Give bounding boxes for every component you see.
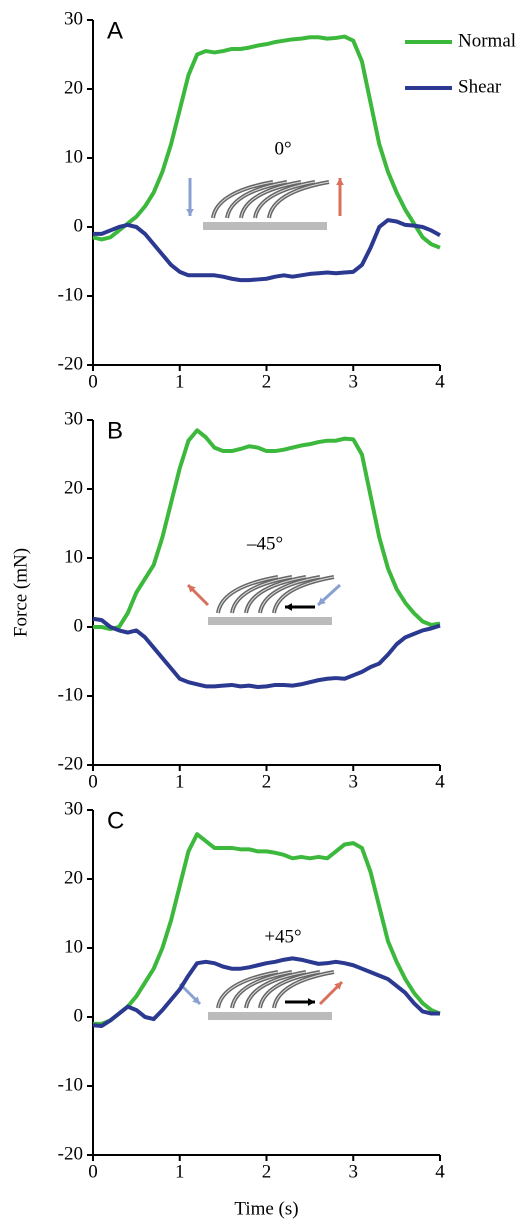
y-tick-label: 10 [64,146,83,167]
substrate [203,222,327,230]
x-tick-label: 0 [88,771,98,792]
hair-hl [245,971,307,1009]
hair-hl [212,181,274,219]
hair-hl [259,576,321,614]
legend-label: Shear [458,76,502,97]
hair-hl [217,576,279,614]
panel: -20 -10 0 10 20 30 0 1 2 3 4 B –45° Force (mN) [10,408,445,792]
x-tick-label: 2 [262,1161,272,1182]
hair-hl [268,181,330,219]
annotation: 0° [274,138,291,159]
x-tick-label: 2 [262,371,272,392]
arrow-head [336,178,344,186]
hair-hl [240,181,302,219]
y-tick-label: 10 [64,936,83,957]
y-tick-label: 30 [64,8,83,29]
panel: -20 -10 0 10 20 30 0 1 2 3 4 A 0° Normal Shear [58,8,516,392]
y-tick-label: 30 [64,798,83,819]
y-axis-title: Force (mN) [10,548,31,637]
x-tick-label: 4 [435,371,445,392]
series-line [92,616,441,690]
hair-hl [245,576,307,614]
panel-label: A [107,17,123,44]
x-tick-label: 4 [435,1161,445,1182]
arrow-head [186,208,194,216]
x-tick-label: 2 [262,771,272,792]
x-tick-label: 3 [349,371,359,392]
annotation: –45° [246,533,283,554]
x-axis-title: Time (s) [234,1198,298,1219]
annotation: +45° [264,926,301,947]
hair-hl [231,971,293,1009]
series-line [93,832,441,1026]
y-tick-label: 20 [64,77,83,98]
panel-label: C [107,807,124,834]
x-tick-label: 1 [175,371,185,392]
y-tick-label: -20 [58,353,83,374]
y-tick-label: -20 [58,1143,83,1164]
y-tick-label: 10 [64,546,83,567]
x-tick-label: 3 [349,771,359,792]
substrate [208,1012,332,1020]
x-tick-label: 1 [175,1161,185,1182]
x-tick-label: 3 [349,1161,359,1182]
y-tick-label: -20 [58,753,83,774]
x-tick-label: 0 [88,1161,98,1182]
arrow-head [188,585,196,593]
hair-hl [273,576,335,614]
y-tick-label: 0 [74,215,84,236]
y-tick-label: -10 [58,684,83,705]
hair-hl [217,971,279,1009]
y-tick-label: -10 [58,1074,83,1095]
y-tick-label: 0 [74,615,84,636]
series-line [92,34,441,250]
x-tick-label: 0 [88,371,98,392]
y-tick-label: 0 [74,1005,84,1026]
hair-hl [226,181,288,219]
legend-label: Normal [458,30,516,51]
arrow-head [307,998,315,1006]
x-tick-label: 4 [435,771,445,792]
y-tick-label: 20 [64,477,83,498]
y-tick-label: 20 [64,867,83,888]
hair-hl [273,971,335,1009]
arrow-head [334,982,342,990]
hair-hl [259,971,321,1009]
y-tick-label: 30 [64,408,83,429]
y-tick-label: -10 [58,284,83,305]
series-line [93,218,441,283]
series-line [92,956,440,1028]
x-tick-label: 1 [175,771,185,792]
panel: -20 -10 0 10 20 30 0 1 2 3 4 C +45° Time (s) [58,798,446,1219]
panel-label: B [107,417,123,444]
arrow-head [285,603,293,611]
hair-hl [254,181,316,219]
arrow-head [318,597,326,605]
substrate [208,617,332,625]
arrow-head [192,996,200,1004]
series-line [93,428,441,632]
hair-hl [231,576,293,614]
